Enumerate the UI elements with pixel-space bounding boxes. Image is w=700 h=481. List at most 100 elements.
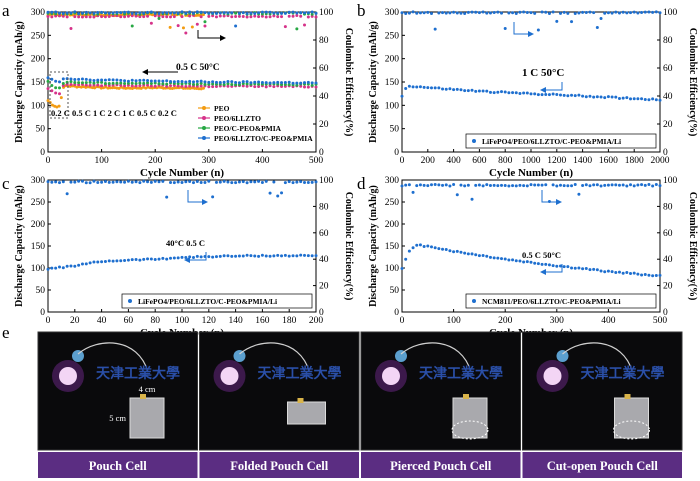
dimension-height: 5 cm <box>109 413 126 423</box>
y-axis-label: Discharge Capacity (mAh/g) <box>14 185 25 307</box>
capacity-point <box>310 83 314 87</box>
legend-marker <box>202 126 206 130</box>
efficiency-point <box>485 183 489 187</box>
efficiency-point <box>73 180 77 184</box>
efficiency-point <box>50 15 54 19</box>
capacity-point <box>276 253 280 257</box>
capacity-point <box>522 91 526 95</box>
capacity-point <box>310 81 314 85</box>
efficiency-point <box>299 180 303 184</box>
capacity-point <box>514 259 518 263</box>
capacity-point <box>606 269 610 273</box>
efficiency-point <box>437 11 441 15</box>
efficiency-point <box>184 31 188 35</box>
efficiency-point <box>84 15 88 19</box>
capacity-point <box>404 86 408 90</box>
efficiency-point <box>65 11 69 15</box>
capacity-point <box>588 268 592 272</box>
legend-marker <box>202 136 206 140</box>
x-tick-label: 100 <box>446 316 461 326</box>
capacity-point <box>511 258 515 262</box>
efficiency-point <box>195 10 199 14</box>
capacity-point <box>146 81 150 85</box>
efficiency-point <box>599 184 603 188</box>
capacity-point <box>54 79 58 83</box>
efficiency-point <box>260 14 264 18</box>
capacity-point <box>46 99 50 103</box>
efficiency-point <box>268 191 272 195</box>
capacity-point <box>570 266 574 270</box>
efficiency-point <box>169 180 173 184</box>
efficiency-point <box>415 11 419 15</box>
capacity-point <box>287 254 291 258</box>
capacity-point <box>540 93 544 97</box>
efficiency-point <box>211 11 215 15</box>
efficiency-point <box>280 15 284 19</box>
capacity-point <box>92 260 96 264</box>
capacity-point <box>153 84 157 88</box>
efficiency-point <box>588 10 592 14</box>
capacity-point <box>581 94 585 98</box>
efficiency-point <box>195 22 199 26</box>
wire <box>400 342 472 373</box>
capacity-point <box>581 267 585 271</box>
x-axis-label: Cycle Number (n) <box>140 167 224 179</box>
capacity-point <box>610 270 614 274</box>
capacity-point <box>142 81 146 85</box>
efficiency-point <box>115 180 119 184</box>
capacity-point <box>50 266 54 270</box>
capacity-point <box>625 271 629 275</box>
efficiency-point <box>426 10 430 14</box>
capacity-point <box>201 86 205 90</box>
x-tick-label: 2000 <box>651 156 670 166</box>
led-bulb-icon <box>220 367 239 385</box>
efficiency-point <box>588 184 592 188</box>
capacity-point <box>511 91 515 95</box>
x-tick-label: 100 <box>175 316 190 326</box>
capacity-point <box>629 97 633 101</box>
efficiency-point <box>54 180 58 184</box>
capacity-point <box>518 91 522 95</box>
damage-marker <box>451 420 489 440</box>
efficiency-point <box>540 183 544 187</box>
efficiency-point <box>138 11 142 15</box>
efficiency-point <box>640 183 644 187</box>
capacity-point <box>77 83 81 87</box>
efficiency-point <box>57 14 61 18</box>
efficiency-point <box>222 179 226 183</box>
efficiency-point <box>88 15 92 19</box>
efficiency-point <box>470 197 474 201</box>
capacity-point <box>193 86 197 90</box>
efficiency-point <box>92 15 96 19</box>
capacity-point <box>161 82 165 86</box>
efficiency-point <box>234 11 238 15</box>
led-blue-icon <box>233 350 246 362</box>
capacity-point <box>123 258 127 262</box>
efficiency-point <box>107 15 111 19</box>
efficiency-point <box>103 15 107 19</box>
capacity-point <box>299 253 303 257</box>
efficiency-point <box>511 184 515 188</box>
capacity-point <box>184 85 188 89</box>
efficiency-point <box>496 10 500 14</box>
capacity-point <box>130 84 134 88</box>
efficiency-point <box>595 25 599 29</box>
y2-tick-label: 40 <box>319 92 329 102</box>
efficiency-point <box>130 180 134 184</box>
capacity-point <box>433 246 437 250</box>
capacity-point <box>295 83 299 87</box>
capacity-point <box>230 83 234 87</box>
y-tick-label: 150 <box>31 242 46 252</box>
capacity-point <box>123 79 127 83</box>
capacity-point <box>474 89 478 93</box>
capacity-point <box>123 81 127 85</box>
highlight-box <box>49 71 69 119</box>
efficiency-point <box>214 180 218 184</box>
efficiency-point <box>500 11 504 15</box>
panel-letter-a: a <box>2 1 10 20</box>
efficiency-point <box>191 11 195 15</box>
capacity-point <box>50 103 54 107</box>
y-tick-label: 300 <box>385 176 400 186</box>
efficiency-point <box>214 11 218 15</box>
efficiency-point <box>138 15 142 19</box>
